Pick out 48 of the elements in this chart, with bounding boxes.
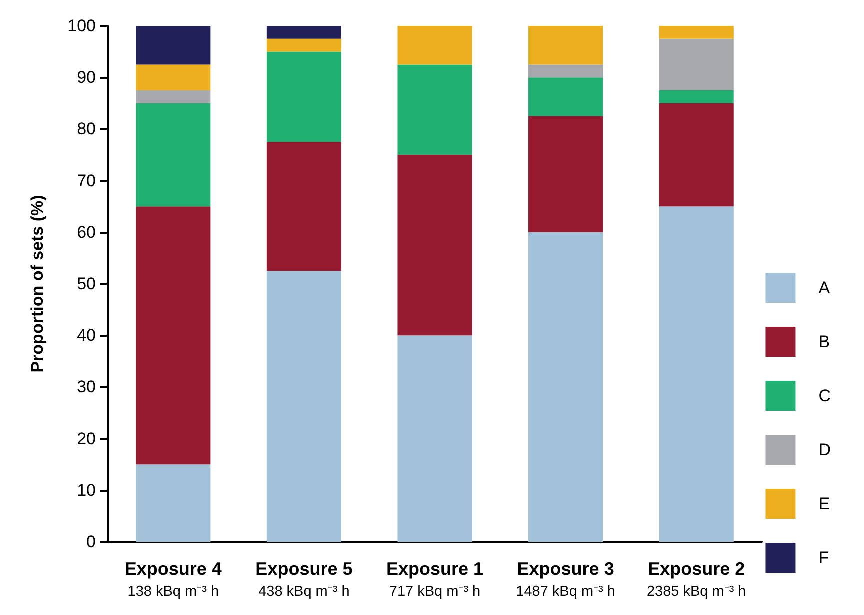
- bar: [398, 155, 472, 336]
- bar: [659, 38, 734, 90]
- y-tick-label: 80: [77, 120, 96, 139]
- legend-label: B: [818, 332, 830, 352]
- bar: [266, 142, 342, 272]
- y-tick-label: 50: [77, 274, 96, 294]
- y-tick-label: 100: [68, 16, 96, 36]
- bar: [266, 271, 342, 542]
- legend-label: C: [818, 386, 832, 406]
- y-tick-label: 90: [77, 68, 96, 88]
- bar: [398, 26, 472, 65]
- y-tick-label: 60: [77, 222, 96, 242]
- legend-label: F: [818, 548, 830, 568]
- y-tick-label: 0: [86, 532, 96, 552]
- bar: [528, 78, 604, 116]
- y-tick-label: 20: [77, 429, 96, 448]
- bar: [528, 232, 604, 542]
- x-tick-label: Exposure 3 1487 kBq m⁻³ h: [516, 559, 616, 600]
- bar: [528, 64, 604, 78]
- bar: [136, 26, 211, 65]
- x-tick-label: Exposure 1 717 kBq m⁻³ h: [386, 559, 484, 600]
- legend-label: E: [818, 494, 830, 514]
- bar: [266, 38, 342, 52]
- bar: [266, 52, 342, 142]
- bar: [136, 206, 211, 465]
- x-tick-label: Exposure 2 2385 kBq m⁻³ h: [646, 559, 746, 600]
- y-tick-label: 40: [77, 326, 96, 346]
- bar: [398, 336, 472, 542]
- bar: [659, 90, 734, 104]
- bar: [659, 103, 734, 207]
- x-tick-label: Exposure 4 138 kBq m⁻³ h: [124, 559, 222, 600]
- bar: [136, 64, 211, 90]
- legend-label: D: [818, 440, 832, 460]
- y-axis-title: Proportion of sets (%): [28, 195, 47, 373]
- y-tick-label: 70: [77, 171, 96, 190]
- y-tick-label: 30: [77, 378, 96, 397]
- bar: [659, 206, 734, 542]
- bar: [398, 64, 472, 155]
- x-tick-label: Exposure 5 438 kBq m⁻³ h: [256, 559, 353, 600]
- legend-label: A: [818, 278, 831, 298]
- bar: [528, 26, 604, 65]
- y-tick-label: 10: [77, 480, 96, 500]
- bar: [136, 103, 211, 207]
- bar: [266, 26, 342, 39]
- bar: [136, 464, 211, 542]
- bar: [528, 116, 604, 232]
- bar: [136, 90, 211, 104]
- bar: [659, 26, 734, 39]
